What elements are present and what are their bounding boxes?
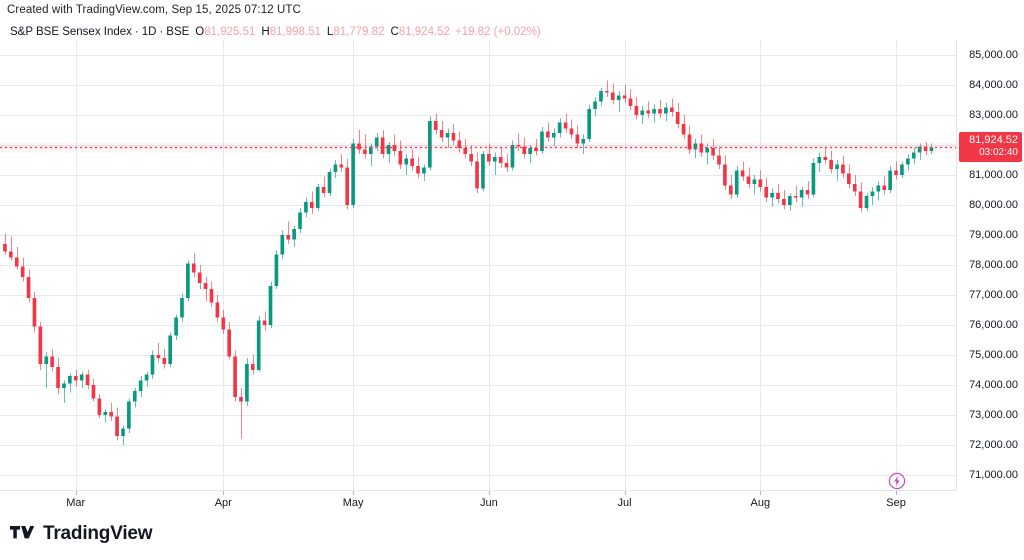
legend-interval[interactable]: 1D: [141, 26, 157, 38]
legend-close-label: C: [390, 26, 399, 38]
time-axis-tick-mark: [625, 491, 626, 495]
legend-high-label: H: [261, 26, 270, 38]
legend-open: O81,925.51: [195, 25, 255, 39]
chart-legend: S&P BSE Sensex Index · 1D · BSE O81,925.…: [10, 25, 541, 39]
time-axis-tick-mark: [76, 491, 77, 495]
legend-open-value: 81,925.51: [204, 26, 256, 38]
price-axis-tick: 72,000.00: [969, 439, 1018, 451]
legend-separator-2: ·: [159, 26, 164, 38]
time-axis-tick-mark: [896, 491, 897, 495]
legend-close: C81,924.52: [390, 25, 449, 39]
legend-low-value: 81,779.82: [333, 26, 385, 38]
legend-exchange: BSE: [166, 26, 190, 38]
bar-countdown-timer: 03:02:40: [979, 147, 1018, 159]
time-axis-tick-label: Aug: [750, 497, 771, 509]
legend-low: L81,779.82: [327, 25, 385, 39]
current-price-badge[interactable]: 81,924.52 03:02:40: [959, 132, 1022, 163]
legend-change: +19.82 (+0.02%): [454, 26, 541, 38]
time-axis-tick-mark: [489, 491, 490, 495]
price-axis-tick: 84,000.00: [969, 79, 1018, 91]
time-axis[interactable]: Mar Apr May Jun Jul Aug Sep: [0, 490, 956, 514]
legend-low-label: L: [326, 26, 334, 38]
price-axis-tick: 75,000.00: [969, 349, 1018, 361]
time-axis-tick-label: Sep: [886, 497, 906, 509]
price-axis-tick: 85,000.00: [969, 49, 1018, 61]
chart-gridlines: [0, 40, 956, 490]
attribution-text: Created with TradingView.com, Sep 15, 20…: [7, 4, 301, 16]
legend-symbol[interactable]: S&P BSE Sensex Index: [10, 26, 132, 38]
time-axis-tick-label: May: [342, 497, 364, 509]
tradingview-logo-icon: [10, 526, 35, 539]
time-axis-tick-label: Apr: [214, 497, 232, 509]
time-axis-tick-mark: [223, 491, 224, 495]
time-axis-tick-label: Mar: [66, 497, 86, 509]
legend-high: H81,998.51: [261, 25, 320, 39]
price-axis-tick: 78,000.00: [969, 259, 1018, 271]
time-axis-tick-label: Jun: [479, 497, 498, 509]
price-axis-tick: 77,000.00: [969, 289, 1018, 301]
price-axis[interactable]: 85,000.0084,000.0083,000.0082,000.0081,0…: [956, 40, 1024, 490]
legend-close-value: 81,924.52: [398, 26, 450, 38]
price-axis-tick: 74,000.00: [969, 379, 1018, 391]
lightning-bolt-icon[interactable]: [888, 472, 906, 490]
tradingview-branding: TradingView: [10, 523, 153, 545]
price-axis-tick: 80,000.00: [969, 199, 1018, 211]
price-axis-tick: 73,000.00: [969, 409, 1018, 421]
price-axis-tick: 79,000.00: [969, 229, 1018, 241]
candlestick-series: [3, 80, 934, 445]
time-axis-tick-label: Jul: [617, 497, 632, 509]
price-axis-tick: 81,000.00: [969, 169, 1018, 181]
price-axis-tick: 76,000.00: [969, 319, 1018, 331]
tradingview-wordmark: TradingView: [43, 523, 153, 544]
time-axis-tick-mark: [353, 491, 354, 495]
chart-plot-area[interactable]: [0, 40, 956, 490]
current-price-value: 81,924.52: [969, 134, 1018, 147]
time-axis-tick-mark: [760, 491, 761, 495]
legend-open-label: O: [195, 26, 205, 38]
legend-high-value: 81,998.51: [269, 26, 321, 38]
price-axis-tick: 71,000.00: [969, 469, 1018, 481]
current-price-line: [0, 142, 956, 153]
price-axis-tick: 83,000.00: [969, 109, 1018, 121]
legend-separator-1: ·: [134, 26, 139, 38]
